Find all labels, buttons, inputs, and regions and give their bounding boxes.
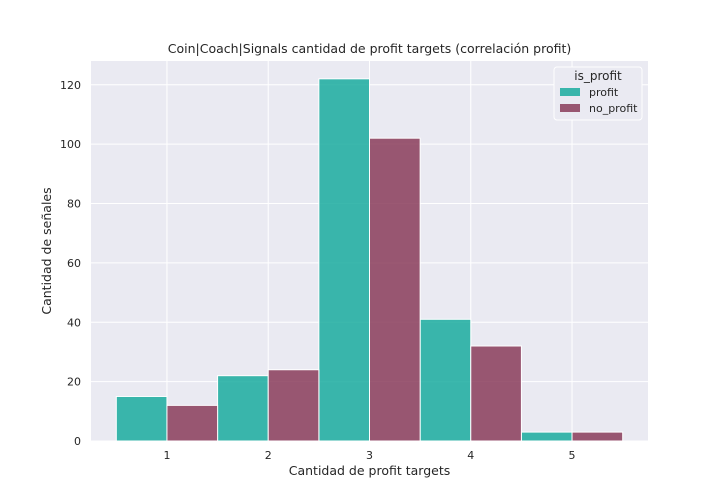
chart-title: Coin|Coach|Signals cantidad de profit ta…: [168, 41, 572, 56]
y-tick-label: 40: [67, 316, 81, 329]
x-tick-labels: 1 2 3 4 5: [163, 449, 575, 462]
x-tick-label: 2: [265, 449, 272, 462]
y-tick-label: 120: [60, 79, 81, 92]
bar-no-profit-3: [369, 137, 421, 442]
bar-profit-4: [419, 318, 472, 442]
bar-no-profit-4: [470, 345, 522, 442]
y-tick-label: 0: [74, 435, 81, 448]
legend-title: is_profit: [574, 69, 622, 83]
bars: [115, 78, 624, 442]
x-tick-label: 3: [366, 449, 373, 462]
bar-profit-2: [217, 375, 269, 442]
bar-profit-3: [318, 78, 371, 442]
legend-swatch-no-profit: [560, 104, 580, 112]
y-tick-label: 80: [67, 198, 81, 211]
y-tick-label: 100: [60, 138, 81, 151]
legend-label-no-profit: no_profit: [589, 102, 638, 115]
legend: is_profit profit no_profit: [553, 66, 643, 121]
x-tick-label: 1: [163, 449, 170, 462]
x-tick-label: 4: [467, 449, 474, 462]
y-axis-label: Cantidad de señales: [39, 187, 54, 314]
legend-label-profit: profit: [589, 86, 619, 99]
y-tick-labels: 0 20 40 60 80 100 120: [60, 79, 81, 448]
bar-no-profit-2: [267, 369, 320, 442]
bar-no-profit-5: [571, 431, 624, 442]
bar-no-profit-1: [166, 404, 219, 442]
y-tick-label: 60: [67, 257, 81, 270]
x-tick-label: 5: [569, 449, 576, 462]
y-tick-label: 20: [67, 376, 81, 389]
bar-profit-5: [520, 431, 573, 442]
bar-profit-1: [115, 395, 168, 442]
legend-swatch-profit: [560, 88, 580, 96]
x-axis-label: Cantidad de profit targets: [289, 463, 451, 478]
